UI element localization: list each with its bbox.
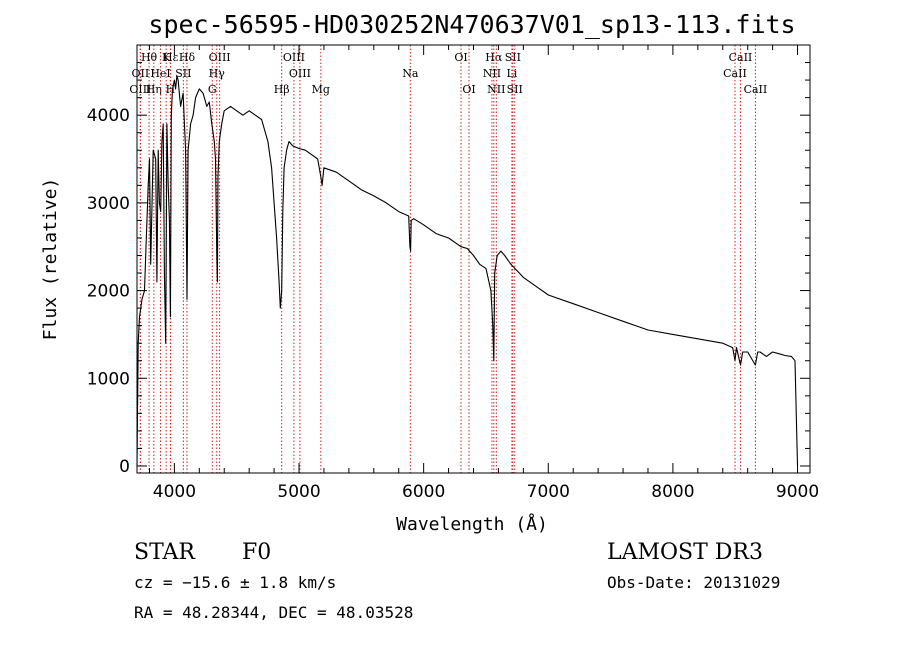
line-label-12: G [208,83,217,96]
line-label-26: CaII [729,51,753,64]
line-label-5: K [162,51,171,64]
x-tick-label-3: 7000 [527,482,570,502]
line-label-24: Li [506,67,517,80]
line-label-0: Hθ [141,51,158,64]
object-class: STAR [134,540,195,565]
plot-area [136,75,799,467]
y-tick-label-0: 0 [119,457,130,477]
line-label-13: OIII [283,51,305,64]
y-tick-label-1: 1000 [87,369,130,389]
axes: 4000 5000 6000 7000 8000 9000 0 1000 2000 3000 400… [87,44,819,502]
line-label-9: Hδ [179,51,196,64]
line-label-19: OI [462,83,475,96]
redshift-value: cz = −15.6 ± 1.8 km/s [134,573,337,592]
y-axis-label: Flux (relative) [40,178,61,341]
coordinates: RA = 48.28344, DEC = 48.03528 [134,603,414,622]
x-tick-label-0: 4000 [153,482,196,502]
line-label-3: Hη [146,83,162,96]
line-label-25: SII [507,83,523,96]
line-label-8: Hε [163,51,179,64]
x-axis-label: Wavelength (Å) [396,513,548,535]
line-label-7: H [166,83,176,96]
chart-title: spec-56595-HD030252N470637V01_sp13-113.f… [148,10,795,39]
line-label-27: CaII [723,67,747,80]
line-label-11: Hγ [209,67,226,80]
line-label-16: Mg [312,83,330,96]
line-label-21: NII [483,67,501,80]
y-tick-label-2: 2000 [87,282,130,302]
line-label-2: OIII [129,83,151,96]
line-label-22: NII [487,83,505,96]
x-tick-label-4: 8000 [651,482,694,502]
line-label-17: Na [402,67,419,80]
survey-name: LAMOST DR3 [607,540,763,565]
y-tick-label-3: 3000 [87,194,130,214]
line-label-23: SII [505,51,521,64]
line-label-15: Hβ [274,83,290,96]
x-tick-label-2: 6000 [402,482,445,502]
line-label-28: CaII [744,83,768,96]
y-tick-label-4: 4000 [87,106,130,126]
spectrum-line [136,75,799,467]
line-label-10: OIII [209,51,231,64]
observation-date: Obs-Date: 20131029 [607,573,781,592]
subclass: F0 [242,540,272,565]
line-label-14: OIII [289,67,311,80]
line-label-4: HeI [150,67,170,80]
x-tick-label-5: 9000 [776,482,819,502]
plot-frame [136,44,811,474]
x-tick-label-1: 5000 [277,482,320,502]
line-label-18: OI [454,51,467,64]
line-label-20: Hα [485,51,503,64]
